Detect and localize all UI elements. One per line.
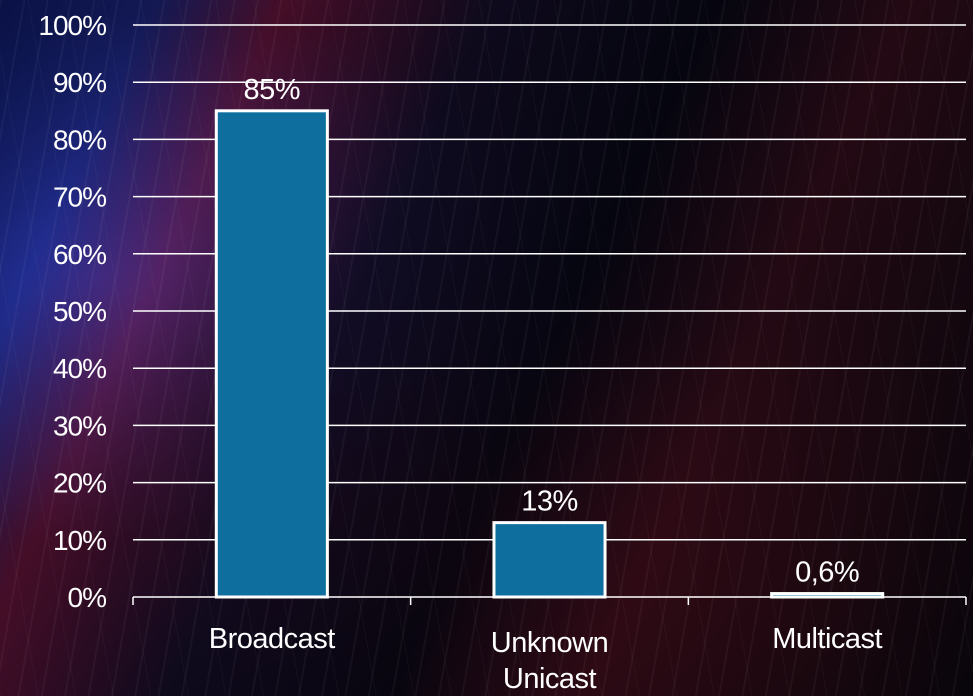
category-label-line: Unknown [491, 627, 608, 659]
y-tick-label: 10% [53, 525, 106, 556]
y-tick-label: 90% [53, 67, 106, 98]
data-labels: 85% 13% 0,6% [244, 74, 860, 589]
y-tick-label: 0% [68, 582, 107, 613]
bar [492, 521, 607, 599]
y-tick-label: 50% [53, 296, 106, 327]
bars [214, 109, 885, 599]
y-axis-tick-labels: 0% 10% 20% 30% 40% 50% 60% 70% 80% 90% 100% [38, 10, 107, 613]
bar [214, 109, 329, 599]
category-label: Multicast [772, 623, 882, 655]
y-tick-label: 30% [53, 410, 106, 441]
category-label-line: Unicast [503, 663, 597, 695]
data-label: 85% [244, 74, 301, 106]
data-label: 0,6% [795, 557, 859, 589]
x-axis [132, 596, 967, 605]
category-label-line: Broadcast [209, 623, 336, 655]
y-tick-label: 100% [38, 10, 106, 41]
y-tick-label: 70% [53, 182, 106, 213]
y-tick-label: 40% [53, 353, 106, 384]
category-label: Unknown Unicast [491, 627, 608, 695]
data-label: 13% [521, 486, 578, 518]
y-tick-label: 60% [53, 239, 106, 270]
category-labels: Broadcast Unknown Unicast Multicast [209, 623, 883, 695]
category-label: Broadcast [209, 623, 336, 655]
category-label-line: Multicast [772, 623, 882, 655]
y-tick-label: 20% [53, 468, 106, 499]
y-tick-label: 80% [53, 124, 106, 155]
